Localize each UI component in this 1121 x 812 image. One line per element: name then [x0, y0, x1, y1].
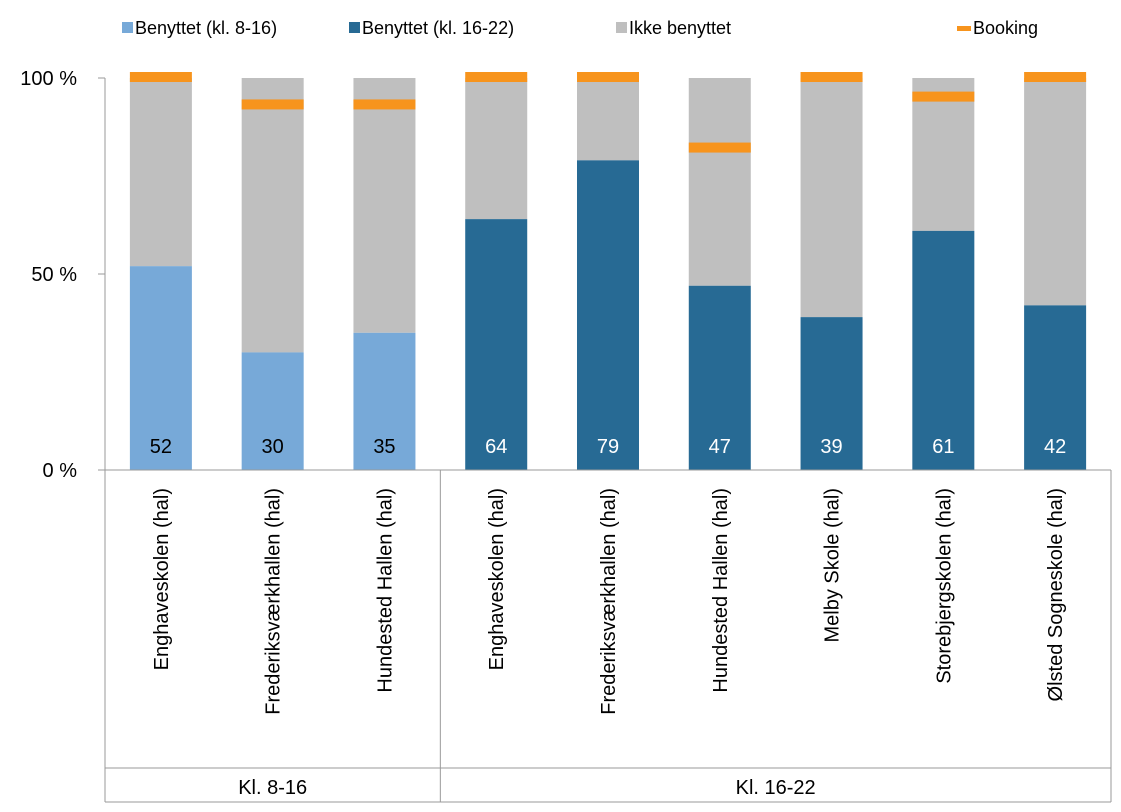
data-label: 79	[597, 436, 619, 458]
x-tick-label: Frederiksværkhallen (hal)	[263, 488, 285, 715]
legend: Benyttet (kl. 8-16) Benyttet (kl. 16-22) I…	[122, 18, 1038, 38]
bar-segment-ikke-benyttet	[129, 78, 192, 267]
bar-segment-ikke-benyttet	[912, 78, 975, 231]
data-label: 52	[150, 436, 172, 458]
booking-marker	[912, 91, 975, 102]
data-label: 39	[820, 436, 842, 458]
x-tick-label: Ølsted Sogneskole (hal)	[1045, 488, 1067, 701]
bar-segment-benyttet	[353, 332, 416, 470]
data-label: 47	[709, 436, 731, 458]
bar-segment-benyttet	[129, 266, 192, 470]
data-label: 35	[373, 436, 395, 458]
x-axis: Enghaveskolen (hal) Frederiksværkhallen (…	[104, 469, 1112, 803]
legend-swatch	[349, 22, 360, 33]
bar-stack: 52	[129, 72, 192, 470]
x-tick-label: Frederiksværkhallen (hal)	[598, 488, 620, 715]
legend-swatch	[616, 22, 627, 33]
bar-segment-ikke-benyttet	[800, 78, 863, 318]
bar-stack: 47	[688, 78, 751, 470]
bar-segment-benyttet	[912, 230, 975, 470]
legend-label: Ikke benyttet	[629, 18, 731, 38]
legend-item: Benyttet (kl. 16-22)	[349, 18, 514, 38]
x-tick-label: Enghaveskolen (hal)	[486, 488, 508, 670]
bar-stack: 35	[353, 78, 416, 470]
bar-stack: 39	[800, 72, 863, 470]
legend-label: Booking	[973, 18, 1038, 38]
bar-segment-ikke-benyttet	[1024, 78, 1087, 306]
legend-swatch	[122, 22, 133, 33]
x-tick-label: Hundested Hallen (hal)	[710, 488, 732, 693]
x-tick-label: Hundested Hallen (hal)	[374, 488, 396, 693]
bar-segment-benyttet	[577, 160, 639, 470]
bar-segment-ikke-benyttet	[241, 78, 304, 353]
bar-segment-benyttet	[688, 285, 751, 470]
x-tick-label: Enghaveskolen (hal)	[151, 488, 173, 670]
booking-marker	[1024, 72, 1087, 82]
bar-segment-benyttet	[241, 352, 304, 470]
bar-stack: 61	[912, 78, 975, 470]
legend-item: Benyttet (kl. 8-16)	[122, 18, 277, 38]
booking-marker	[800, 72, 863, 82]
bar-segment-benyttet	[800, 317, 863, 470]
data-label: 30	[262, 436, 284, 458]
booking-marker	[465, 72, 528, 82]
booking-marker	[577, 72, 639, 82]
group-label: Kl. 8-16	[238, 777, 307, 799]
legend-item: Booking	[957, 18, 1038, 38]
bar-segment-ikke-benyttet	[353, 78, 416, 333]
x-tick-label: Storebjergskolen (hal)	[933, 488, 955, 684]
bars: 52 30 35 64 79 47 39 61 42	[129, 72, 1087, 470]
data-label: 64	[485, 436, 507, 458]
y-axis: 0 % 50 % 100 %	[20, 68, 106, 482]
booking-marker	[688, 142, 751, 153]
y-tick-label: 0 %	[43, 460, 78, 482]
legend-swatch	[957, 26, 971, 31]
y-tick-label: 50 %	[31, 264, 77, 286]
bar-stack: 64	[465, 72, 528, 470]
booking-marker	[241, 99, 304, 110]
data-label: 61	[932, 436, 954, 458]
data-label: 42	[1044, 436, 1066, 458]
bar-segment-benyttet	[465, 219, 528, 470]
x-tick-label: Melby Skole (hal)	[822, 488, 844, 643]
bar-stack: 30	[241, 78, 304, 470]
bar-segment-benyttet	[1024, 305, 1087, 470]
group-label: Kl. 16-22	[736, 777, 816, 799]
booking-marker	[129, 72, 192, 82]
bar-segment-ikke-benyttet	[465, 78, 528, 220]
bar-stack: 79	[577, 72, 639, 470]
bar-segment-ikke-benyttet	[688, 78, 751, 286]
bar-stack: 42	[1024, 72, 1087, 470]
legend-label: Benyttet (kl. 16-22)	[362, 18, 514, 38]
bar-segment-ikke-benyttet	[577, 78, 639, 161]
y-tick-label: 100 %	[20, 68, 77, 90]
legend-label: Benyttet (kl. 8-16)	[135, 18, 277, 38]
legend-item: Ikke benyttet	[616, 18, 731, 38]
booking-marker	[353, 99, 416, 110]
